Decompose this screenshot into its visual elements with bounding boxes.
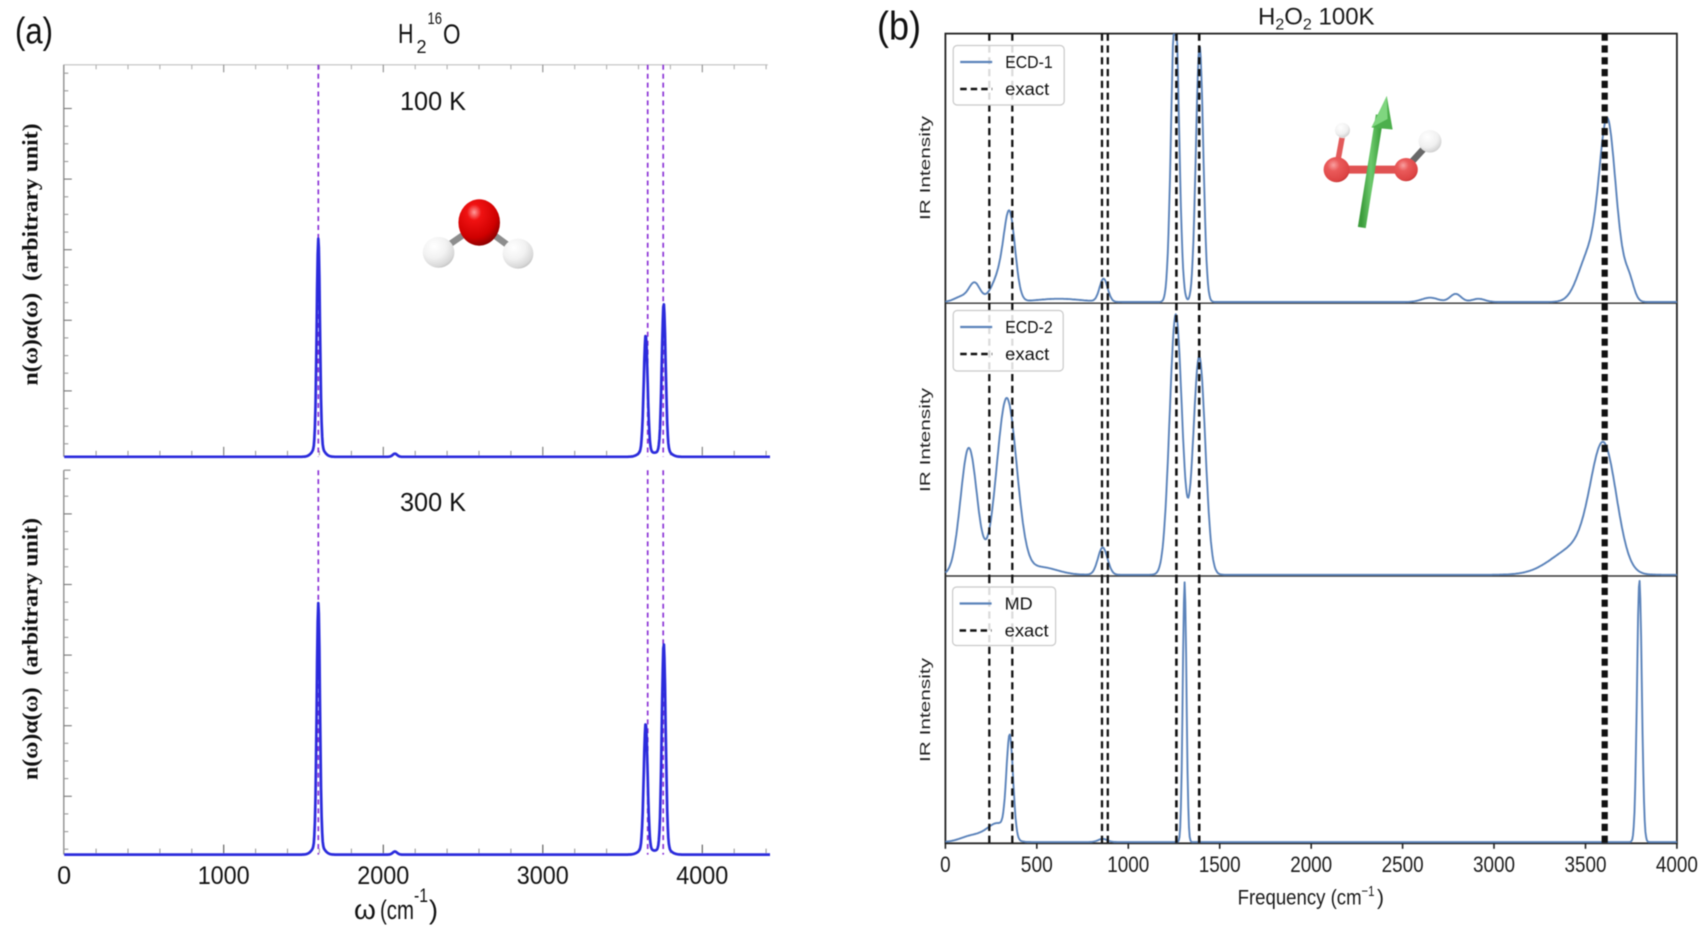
svg-text:3000: 3000: [1473, 852, 1515, 877]
svg-text:O: O: [443, 19, 461, 50]
svg-text:2000: 2000: [1290, 852, 1332, 877]
svg-text:300 K: 300 K: [400, 487, 467, 517]
svg-text:Frequency (cm: Frequency (cm: [1238, 887, 1362, 910]
svg-text:3000: 3000: [517, 862, 569, 890]
svg-text:ECD-1: ECD-1: [1005, 52, 1052, 72]
svg-text:4000: 4000: [1656, 852, 1698, 877]
svg-text:ECD-2: ECD-2: [1005, 317, 1052, 337]
svg-text:exact: exact: [1005, 621, 1049, 641]
svg-text:IR Intensity: IR Intensity: [918, 657, 934, 762]
svg-text:): ): [429, 895, 438, 925]
svg-text:1000: 1000: [198, 862, 250, 890]
svg-text:3500: 3500: [1565, 852, 1607, 877]
svg-text:n(ω)α(ω) (arbitrary unit): n(ω)α(ω) (arbitrary unit): [18, 518, 43, 780]
svg-text:ω: ω: [354, 894, 376, 925]
svg-text:4000: 4000: [676, 862, 728, 890]
svg-text:(cm: (cm: [380, 895, 414, 925]
svg-text:): ): [1377, 887, 1384, 910]
svg-text:0: 0: [940, 852, 951, 877]
svg-text:exact: exact: [1005, 79, 1049, 99]
svg-text:H: H: [398, 18, 414, 49]
svg-text:(b): (b): [877, 5, 921, 49]
svg-text:(a): (a): [15, 11, 53, 52]
svg-text:exact: exact: [1005, 344, 1049, 364]
svg-text:100 K: 100 K: [400, 86, 467, 116]
svg-text:-1: -1: [414, 886, 428, 907]
svg-text:IR Intensity: IR Intensity: [918, 115, 934, 220]
svg-text:2: 2: [417, 37, 427, 57]
svg-text:IR Intensity: IR Intensity: [918, 387, 934, 492]
svg-text:MD: MD: [1005, 594, 1033, 614]
svg-text:n(ω)α(ω) (arbitrary unit): n(ω)α(ω) (arbitrary unit): [18, 124, 43, 386]
svg-text:2500: 2500: [1382, 852, 1424, 877]
svg-text:16: 16: [428, 9, 443, 28]
svg-text:0: 0: [57, 862, 71, 890]
svg-text:−1: −1: [1362, 884, 1375, 900]
svg-text:2000: 2000: [357, 862, 409, 890]
svg-text:1000: 1000: [1107, 852, 1149, 877]
svg-text:500: 500: [1021, 852, 1053, 877]
svg-text:1500: 1500: [1199, 852, 1241, 877]
